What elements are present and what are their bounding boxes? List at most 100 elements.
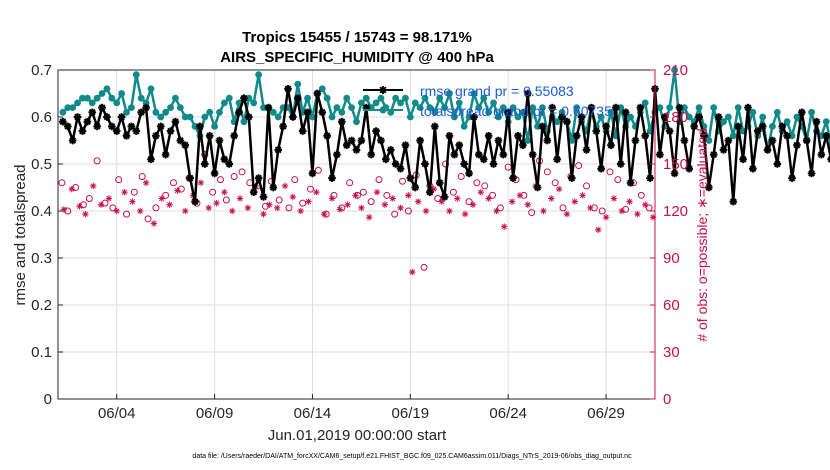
obs-evaluated-point	[90, 182, 97, 190]
rmse-point	[152, 132, 160, 140]
rmse-point	[171, 117, 180, 126]
rmse-point	[426, 188, 434, 196]
rmse-point	[827, 155, 830, 163]
obs-possible-point	[359, 188, 367, 196]
rmse-point	[357, 136, 366, 145]
spread-point	[132, 71, 140, 79]
legend-spread-label: totalspread grand pr = 0.60735	[420, 103, 612, 119]
spread-point	[309, 113, 316, 121]
spread-point	[734, 104, 742, 111]
rmse-point	[709, 150, 718, 159]
x-axis-ticks: 06/04 06/09 06/14 06/19 06/24 06/29	[98, 394, 625, 422]
y-tick-label: 0.7	[31, 62, 52, 79]
spread-point	[377, 94, 385, 102]
obs-evaluated-point	[563, 210, 571, 218]
obs-evaluated-point	[274, 204, 281, 212]
rmse-point	[445, 132, 454, 140]
spread-point	[245, 94, 253, 102]
obs-possible-point	[209, 188, 217, 196]
spread-point	[773, 108, 781, 116]
spread-point	[597, 113, 605, 121]
spread-point	[793, 113, 801, 121]
rmse-point	[416, 136, 424, 145]
rmse-point	[401, 141, 410, 149]
rmse-point	[528, 150, 537, 159]
legend: rmse grand pr = 0.55083 totalspread gran…	[363, 83, 612, 119]
rmse-point	[93, 122, 101, 131]
rmse-point	[465, 169, 473, 178]
obs-possible-point	[575, 162, 583, 170]
spread-point	[348, 104, 356, 111]
rmse-point	[597, 164, 605, 173]
legend-rmse-marker	[379, 86, 387, 94]
rmse-point	[293, 94, 302, 102]
rmse-point	[176, 136, 185, 145]
obs-evaluated-point	[461, 210, 469, 218]
spread-point	[118, 90, 126, 97]
spread-point	[607, 108, 615, 116]
obs-evaluated-point	[373, 189, 381, 196]
spread-point	[172, 94, 179, 102]
spread-point	[446, 90, 453, 97]
obs-possible-point	[481, 182, 489, 190]
rmse-point	[768, 136, 777, 145]
rmse-point	[646, 174, 654, 182]
rmse-point	[127, 122, 136, 131]
spread-point	[495, 113, 502, 121]
obs-possible-point	[85, 194, 93, 202]
obs-evaluated-point	[105, 195, 113, 202]
spread-point	[74, 99, 81, 107]
rmse-point	[783, 132, 791, 140]
rmse-point	[313, 89, 322, 98]
rmse-point	[318, 108, 327, 117]
spread-point	[402, 94, 409, 102]
rmse-point	[274, 146, 283, 154]
obs-possible-point	[614, 176, 622, 184]
spread-point	[343, 94, 351, 102]
left-axis-ticks: 0 0.1 0.2 0.3 0.4 0.5 0.6 0.7	[31, 62, 63, 408]
spread-point	[191, 123, 199, 130]
obs-evaluated-point	[493, 207, 500, 215]
y-right-tick-label: 180	[663, 109, 688, 126]
rmse-point	[514, 132, 522, 140]
obs-evaluated-point	[321, 210, 328, 218]
rmse-point	[817, 150, 826, 159]
obs-possible-point	[449, 188, 457, 196]
rmse-point	[205, 132, 214, 140]
spread-point	[176, 104, 184, 111]
rmse-point	[798, 108, 806, 117]
rmse-point	[63, 122, 72, 131]
spread-point	[260, 104, 267, 111]
rmse-point	[626, 179, 635, 187]
spread-point	[705, 137, 713, 144]
obs-possible-point	[496, 204, 504, 212]
obs-possible-point	[115, 176, 123, 184]
obs-evaluated-point	[68, 185, 75, 193]
rmse-point	[196, 122, 204, 131]
obs-evaluated-point	[358, 204, 365, 212]
obs-evaluated-point	[469, 201, 477, 208]
spread-point	[759, 113, 767, 121]
rmse-point	[122, 132, 131, 140]
obs-possible-point	[123, 210, 131, 218]
rmse-point	[328, 174, 336, 182]
rmse-point	[342, 141, 351, 149]
spread-point	[749, 108, 757, 116]
rmse-point	[201, 160, 209, 168]
rmse-point	[98, 103, 106, 112]
x-tick-label: 06/09	[196, 405, 234, 422]
spread-point	[152, 108, 160, 116]
spread-point	[167, 104, 174, 111]
spread-point	[357, 99, 365, 107]
obs-evaluated-point	[305, 198, 312, 205]
rmse-point	[78, 127, 87, 135]
obs-evaluated-point	[76, 203, 83, 210]
rmse-point	[802, 136, 811, 145]
spread-point	[450, 113, 458, 121]
chart-title: Tropics 15455 / 15743 = 98.171%	[242, 29, 472, 46]
obs-possible-point	[152, 204, 160, 212]
obs-possible-point	[598, 207, 606, 215]
rmse-point	[220, 155, 229, 164]
spread-point	[103, 85, 111, 93]
rmse-point	[807, 169, 816, 178]
